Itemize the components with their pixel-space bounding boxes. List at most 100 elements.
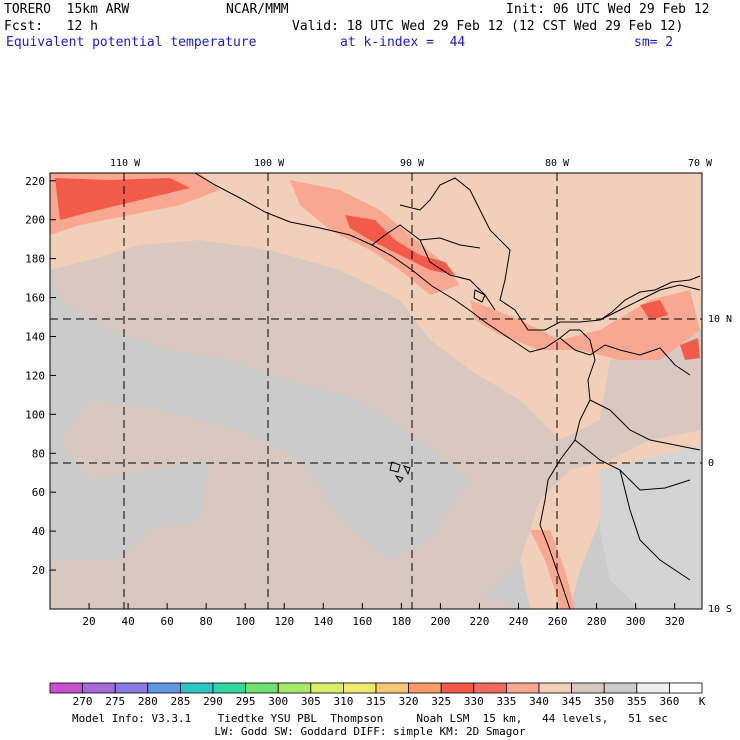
x-tick-label: 320: [665, 615, 685, 628]
x-tick-label: 300: [626, 615, 646, 628]
lake-nicaragua: [473, 289, 486, 303]
coastline-caribbean: [399, 177, 701, 331]
y-tick-label: 220: [25, 175, 45, 188]
colorbar-unit: K: [699, 695, 706, 708]
lon-label-110w: 110 W: [110, 158, 141, 169]
border-central-america: [419, 239, 496, 311]
colorbar-label: 300: [268, 695, 288, 708]
x-tick-label: 60: [161, 615, 174, 628]
x-tick-label: 220: [470, 615, 490, 628]
colorbar-label: 335: [496, 695, 516, 708]
y-axis-ticks: 20 40 60 80 100 120 140 160 180 200 220: [25, 175, 56, 577]
valid-time: Valid: 18 UTC Wed 29 Feb 12 (12 CST Wed …: [292, 19, 684, 34]
colorbar-swatch: [342, 682, 377, 694]
x-tick-label: 80: [200, 615, 213, 628]
colorbar-label: 295: [236, 695, 256, 708]
colorbar-label: 290: [203, 695, 223, 708]
x-tick-label: 20: [82, 615, 95, 628]
red-field-nw: [55, 178, 190, 220]
colorbar-label: 350: [594, 695, 614, 708]
y-tick-label: 20: [32, 564, 45, 577]
lat-label-10n: 10 N: [708, 314, 732, 325]
model-info-line2: LW: Godd SW: Goddard DIFF: simple KM: 2D…: [214, 725, 526, 738]
colorbar-swatch: [505, 682, 540, 694]
galapagos-islands: [389, 461, 411, 483]
colorbar-swatch: [440, 682, 475, 694]
colorbar-label: 345: [562, 695, 582, 708]
y-tick-label: 180: [25, 253, 45, 266]
red-field-venezuela: [680, 338, 700, 360]
init-time: Init: 06 UTC Wed 29 Feb 12: [506, 2, 710, 17]
lon-label-70w: 70 W: [688, 158, 713, 169]
colorbar-label: 275: [105, 695, 125, 708]
y-tick-label: 200: [25, 214, 45, 227]
border-peru-brazil: [619, 469, 691, 581]
model-name: TORERO 15km ARW: [4, 2, 130, 17]
x-tick-label: 180: [391, 615, 411, 628]
colorbar-swatch: [147, 682, 181, 694]
colorbar-swatch: [82, 682, 116, 694]
colorbar-swatch: [473, 682, 507, 694]
y-tick-label: 120: [25, 369, 45, 382]
field-fill: [50, 173, 702, 609]
x-tick-label: 120: [274, 615, 294, 628]
border-colombia-ecuador: [589, 399, 701, 451]
colorbar-swatch: [310, 682, 344, 694]
colorbar-label: 330: [464, 695, 484, 708]
x-tick-label: 100: [235, 615, 255, 628]
x-axis-ticks: 20 40 60 80 100 120 140 160 180 200 220 240 260 280 30…: [82, 603, 685, 628]
x-tick-label: 200: [430, 615, 450, 628]
colorbar-label: 285: [170, 695, 190, 708]
center-name: NCAR/MMM: [226, 2, 289, 17]
colorbar-swatch: [538, 682, 572, 694]
forecast-hour: Fcst: 12 h: [4, 19, 98, 34]
coastline-colombia-north: [599, 275, 701, 321]
colorbar-swatch: [669, 682, 703, 694]
x-tick-label: 40: [121, 615, 134, 628]
coastline-central-america-pacific: [194, 173, 596, 361]
grey-field-amazon: [600, 445, 702, 609]
colorbar-swatch: [277, 682, 312, 694]
red-field-guatemala: [345, 215, 455, 275]
x-tick-label: 140: [313, 615, 333, 628]
colorbar-label: 310: [333, 695, 353, 708]
colorbar-label: 360: [659, 695, 679, 708]
colorbar-swatch: [603, 682, 638, 694]
x-tick-label: 260: [548, 615, 568, 628]
y-tick-label: 100: [25, 408, 45, 421]
y-tick-label: 140: [25, 331, 45, 344]
lat-label-10s: 10 S: [708, 604, 732, 615]
smoothing-info: sm= 2: [634, 35, 674, 50]
colorbar-swatch: [212, 682, 246, 694]
border-panama-colombia: [559, 337, 691, 376]
colorbar-label: 355: [627, 695, 647, 708]
lat-label-0: 0: [708, 458, 714, 469]
colorbar-swatch: [571, 682, 605, 694]
lon-label-100w: 100 W: [254, 158, 285, 169]
colorbar-swatch: [245, 682, 279, 694]
y-tick-label: 160: [25, 292, 45, 305]
border-ecuador-peru: [574, 439, 691, 491]
colorbar-swatch: [179, 682, 214, 694]
colorbar: [49, 682, 703, 694]
colorbar-labels: 270 275 280 285 290 295 300 305 310 315 320 325 330 3…: [73, 695, 680, 708]
salmon-field-north: [50, 173, 702, 440]
colorbar-label: 305: [301, 695, 321, 708]
x-tick-label: 240: [509, 615, 529, 628]
level-info: at k-index = 44: [340, 35, 466, 50]
x-tick-label: 280: [587, 615, 607, 628]
colorbar-label: 325: [431, 695, 451, 708]
map-frame: [49, 172, 703, 610]
y-tick-label: 80: [32, 447, 45, 460]
x-tick-label: 160: [352, 615, 372, 628]
colorbar-label: 320: [399, 695, 419, 708]
colorbar-swatch: [408, 682, 442, 694]
coastlines: [194, 173, 701, 609]
colorbar-swatch: [49, 682, 83, 694]
colorbar-swatch: [636, 682, 670, 694]
colorbar-label: 340: [529, 695, 549, 708]
lon-label-90w: 90 W: [400, 158, 425, 169]
colorbar-label: 270: [73, 695, 93, 708]
colorbar-swatch: [114, 682, 149, 694]
